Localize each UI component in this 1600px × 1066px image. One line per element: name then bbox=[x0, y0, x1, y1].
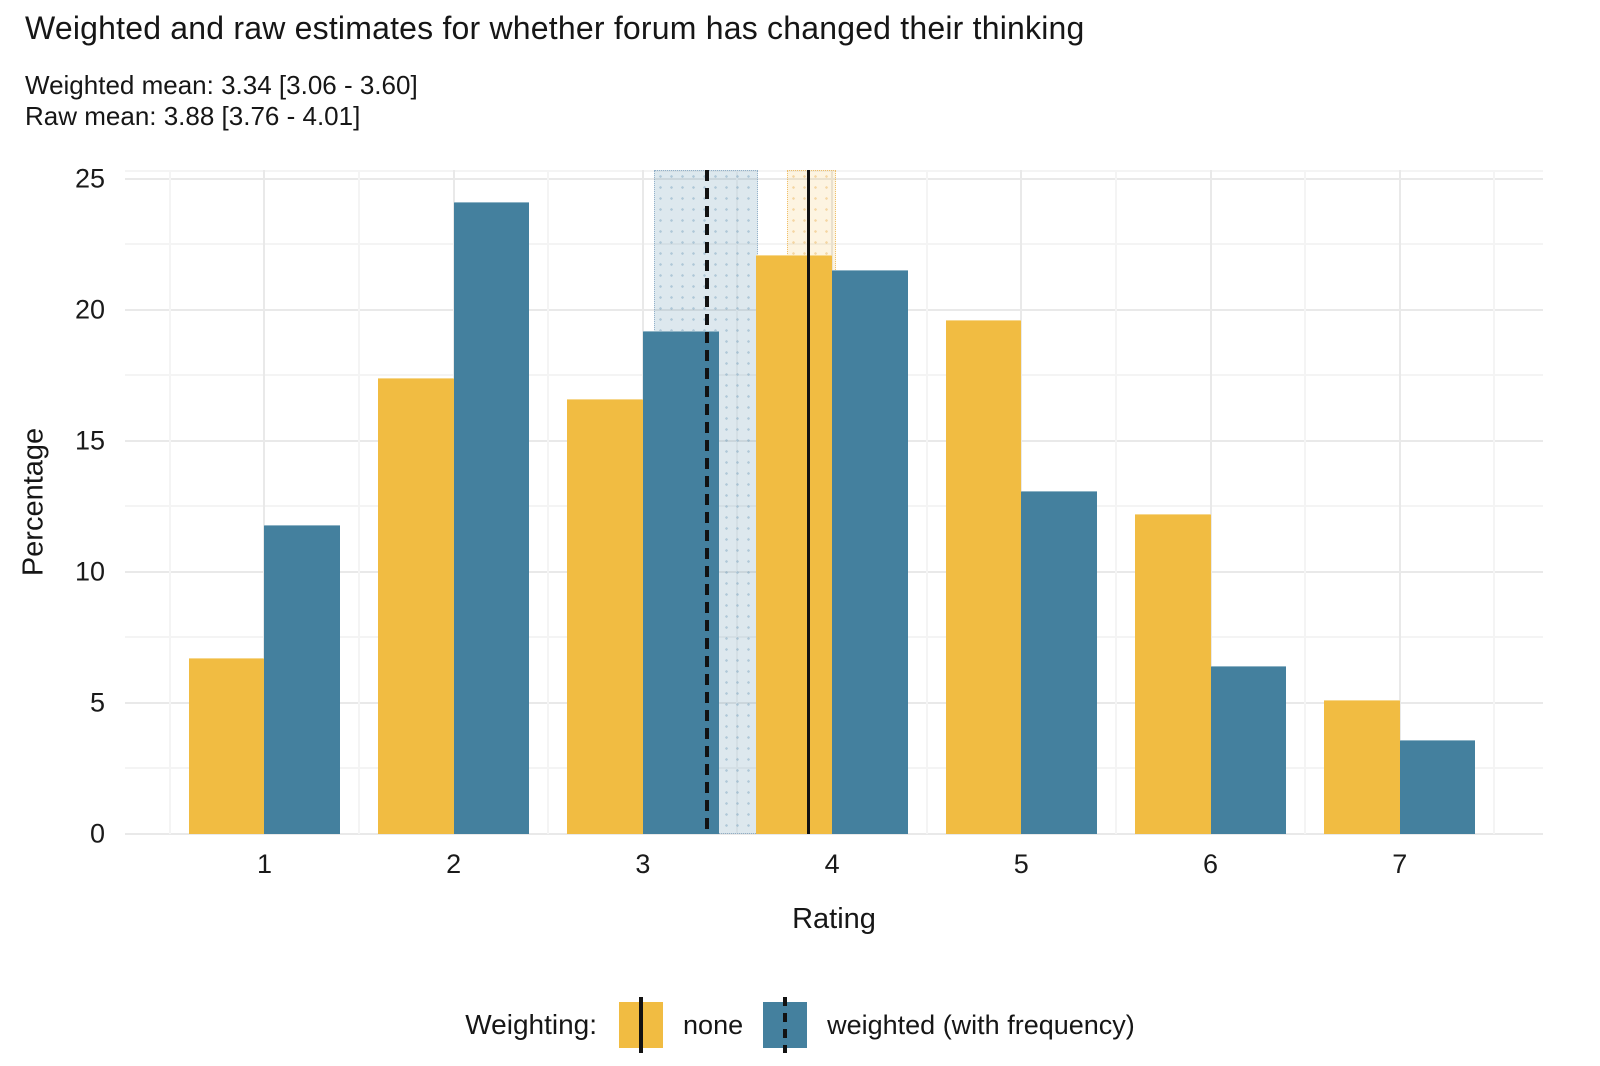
x-tick-label-2: 2 bbox=[446, 849, 462, 879]
x-tick-label-6: 6 bbox=[1203, 849, 1219, 879]
legend-label-weighted: weighted (with frequency) bbox=[827, 1009, 1135, 1040]
y-axis-tick-labels: 0 5 10 15 20 25 bbox=[0, 163, 105, 848]
legend: Weighting: none weighted (with frequency… bbox=[0, 997, 1600, 1053]
gridline-x-minor-2.5 bbox=[547, 170, 550, 834]
subtitle-raw-mean: Raw mean: 3.88 [3.76 - 4.01] bbox=[25, 101, 361, 131]
panel-top-edge bbox=[125, 170, 1543, 172]
y-tick-label-10: 10 bbox=[74, 556, 105, 587]
bar-none-rating-3 bbox=[567, 398, 643, 834]
raw_mean-line bbox=[807, 170, 811, 834]
plot-panel bbox=[125, 170, 1543, 835]
gridline-x-6 bbox=[1209, 170, 1212, 834]
gridline-y-minor-22.5 bbox=[125, 243, 1543, 246]
subtitle-weighted-mean: Weighted mean: 3.34 [3.06 - 3.60] bbox=[25, 70, 418, 100]
weighted_mean-line bbox=[705, 170, 710, 834]
gridline-x-minor-6.5 bbox=[1304, 170, 1307, 834]
dashed-line-icon bbox=[783, 997, 788, 1053]
chart-subtitle: Weighted mean: 3.34 [3.06 - 3.60] Raw me… bbox=[25, 70, 418, 132]
gridline-x-minor-5.5 bbox=[1114, 170, 1117, 834]
y-tick-label-0: 0 bbox=[89, 818, 105, 849]
legend-key-weighted bbox=[763, 997, 808, 1053]
y-tick-label-25: 25 bbox=[74, 163, 105, 194]
legend-key-none bbox=[619, 997, 664, 1053]
y-tick-label-20: 20 bbox=[74, 294, 105, 325]
bar-weighted-rating-7 bbox=[1399, 739, 1476, 834]
x-tick-label-3: 3 bbox=[635, 849, 651, 879]
gridline-x-minor-7.5 bbox=[1493, 170, 1496, 834]
gridline-x-1 bbox=[263, 170, 266, 834]
gridline-x-7 bbox=[1398, 170, 1401, 834]
legend-title: Weighting: bbox=[465, 1009, 598, 1040]
bar-weighted-rating-6 bbox=[1210, 666, 1287, 834]
bar-none-rating-1 bbox=[188, 658, 265, 834]
bar-none-rating-4 bbox=[756, 254, 833, 834]
gridline-x-minor-0.5 bbox=[168, 170, 171, 834]
x-axis-tick-labels: 1 2 3 4 5 6 7 bbox=[125, 849, 1543, 885]
gridline-y-25 bbox=[125, 177, 1543, 180]
x-axis-title: Rating bbox=[792, 903, 876, 935]
x-tick-label-5: 5 bbox=[1013, 849, 1029, 879]
bar-none-rating-5 bbox=[945, 320, 1022, 834]
x-tick-label-1: 1 bbox=[256, 849, 272, 879]
legend-label-none: none bbox=[683, 1009, 744, 1040]
gridline-x-minor-4.5 bbox=[925, 170, 928, 834]
bar-weighted-rating-1 bbox=[264, 524, 341, 834]
gridline-x-minor-3.5 bbox=[736, 170, 739, 834]
y-tick-label-15: 15 bbox=[74, 425, 105, 456]
bar-weighted-rating-5 bbox=[1021, 490, 1097, 834]
bar-none-rating-6 bbox=[1134, 514, 1211, 834]
gridline-x-minor-1.5 bbox=[358, 170, 361, 834]
x-tick-label-7: 7 bbox=[1392, 849, 1408, 879]
bar-weighted-rating-4 bbox=[832, 270, 908, 834]
x-tick-label-4: 4 bbox=[824, 849, 840, 879]
bar-none-rating-2 bbox=[377, 377, 454, 834]
bar-none-rating-7 bbox=[1324, 700, 1400, 834]
solid-line-icon bbox=[639, 997, 644, 1053]
gridline-y-0 bbox=[125, 833, 1543, 835]
y-tick-label-5: 5 bbox=[89, 687, 105, 718]
bar-weighted-rating-2 bbox=[453, 202, 530, 834]
chart-title: Weighted and raw estimates for whether f… bbox=[25, 10, 1085, 46]
